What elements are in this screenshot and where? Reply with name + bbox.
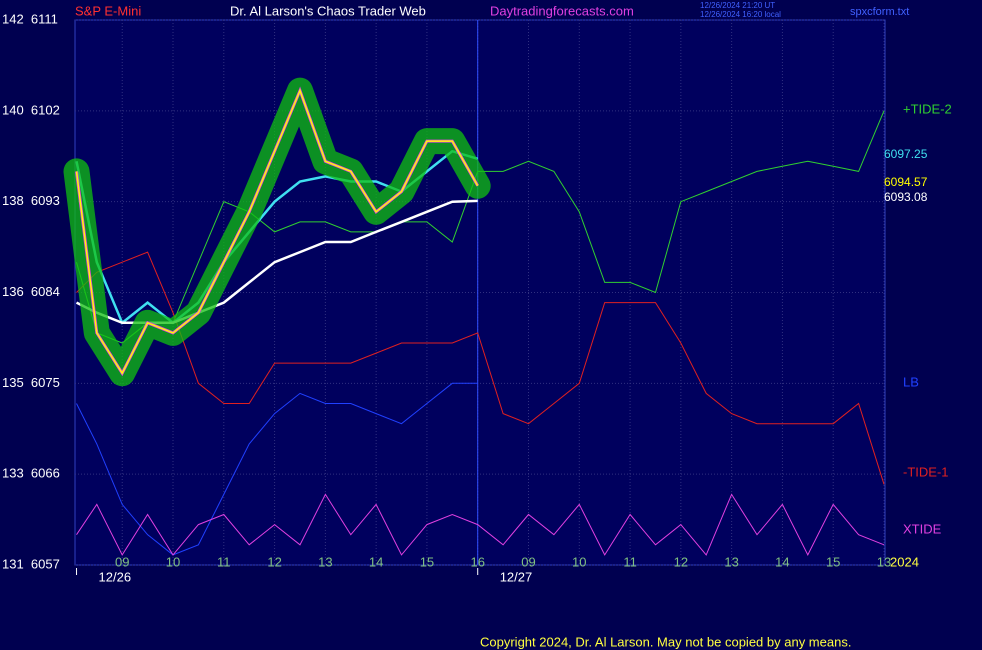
series-line bbox=[76, 382, 478, 556]
x-tick-label: 12 bbox=[674, 554, 688, 569]
series-line bbox=[76, 251, 885, 485]
year: 2024 bbox=[890, 554, 919, 569]
series-line bbox=[75, 88, 479, 375]
stamp: 12/26/2024 16:20 local bbox=[700, 10, 781, 19]
x-tick-label: 11 bbox=[217, 554, 231, 569]
y-tick-label: 138 6093 bbox=[2, 193, 60, 208]
x-tick-label: 13 bbox=[318, 554, 332, 569]
x-tick-label: 11 bbox=[623, 554, 637, 569]
x-tick-label: 13 bbox=[877, 554, 891, 569]
stamp: 12/26/2024 21:20 UT bbox=[700, 1, 775, 10]
chart-title: Dr. Al Larson's Chaos Trader Web bbox=[230, 3, 426, 18]
x-tick-label: 09 bbox=[115, 554, 129, 569]
instrument: S&P E-Mini bbox=[75, 3, 141, 18]
series-label: LB bbox=[903, 374, 919, 389]
x-tick-label: 12 bbox=[267, 554, 281, 569]
y-tick-label: 131 6057 bbox=[2, 556, 60, 571]
end-label: 6093.08 bbox=[884, 190, 928, 204]
date-label: 12/27 bbox=[500, 569, 533, 584]
x-tick-label: 14 bbox=[775, 554, 789, 569]
series-label: +TIDE-2 bbox=[903, 101, 952, 116]
x-tick-label: 13 bbox=[724, 554, 738, 569]
x-tick-label: 09 bbox=[521, 554, 535, 569]
site: Daytradingforecasts.com bbox=[490, 3, 634, 18]
x-tick-label: 10 bbox=[166, 554, 180, 569]
file-name: spxcform.txt bbox=[850, 6, 909, 18]
series-label: -TIDE-1 bbox=[903, 464, 949, 479]
series-line bbox=[76, 493, 885, 557]
y-tick-label: 136 6084 bbox=[2, 284, 60, 299]
y-tick-label: 133 6066 bbox=[2, 466, 60, 481]
date-label: 12/26 bbox=[99, 569, 132, 584]
y-tick-label: 135 6075 bbox=[2, 375, 60, 390]
x-tick-label: 14 bbox=[369, 554, 383, 569]
copyright: Copyright 2024, Dr. Al Larson. May not b… bbox=[480, 634, 851, 649]
end-label: 6094.57 bbox=[884, 175, 928, 189]
end-label: 6097.25 bbox=[884, 147, 928, 161]
y-tick-label: 140 6102 bbox=[2, 102, 60, 117]
x-tick-label: 10 bbox=[572, 554, 586, 569]
x-tick-label: 15 bbox=[826, 554, 840, 569]
y-tick-label: 142 6111 bbox=[2, 11, 58, 26]
series-label: XTIDE bbox=[903, 521, 942, 536]
x-tick-label: 15 bbox=[420, 554, 434, 569]
